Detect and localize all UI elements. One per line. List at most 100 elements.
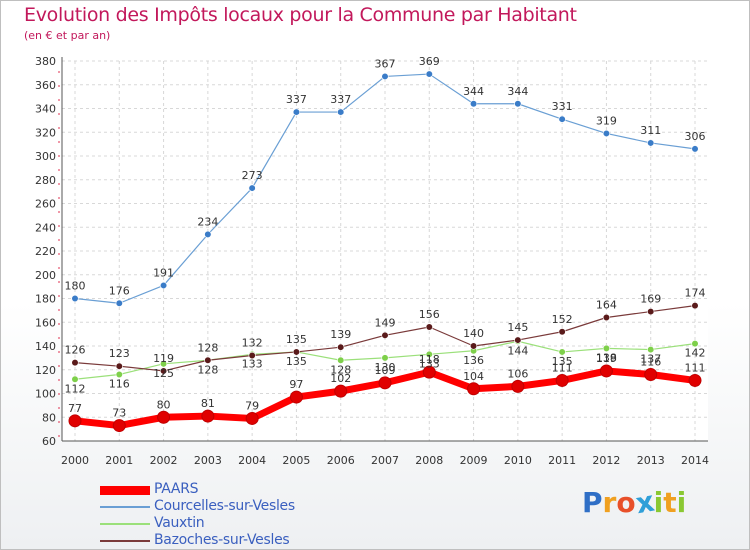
data-point: [425, 70, 433, 78]
data-label: 344: [507, 85, 528, 98]
x-tick-label: 2008: [415, 454, 443, 467]
data-label: 145: [507, 321, 528, 334]
data-label: 116: [640, 356, 661, 369]
data-point: [381, 354, 389, 362]
data-label: 164: [596, 299, 617, 312]
y-tick-label: 200: [35, 269, 56, 282]
data-point: [558, 348, 566, 356]
data-point: [602, 344, 611, 352]
data-point: [691, 340, 699, 348]
data-label: 319: [596, 114, 617, 127]
data-label: 135: [286, 355, 307, 368]
legend-swatch: [100, 485, 150, 495]
legend-swatch: [100, 540, 150, 542]
legend-swatch: [100, 523, 150, 525]
data-point: [425, 350, 433, 358]
data-point: [602, 313, 611, 322]
y-tick-label: 340: [35, 103, 56, 116]
y-tick-label: 160: [35, 316, 56, 329]
data-label: 137: [640, 353, 661, 366]
data-label: 144: [507, 344, 528, 357]
data-point: [292, 348, 301, 356]
x-tick-label: 2000: [61, 454, 89, 467]
x-tick-label: 2012: [592, 454, 620, 467]
data-label: 116: [109, 378, 130, 391]
data-label: 125: [153, 367, 174, 380]
x-tick-label: 2001: [105, 454, 133, 467]
data-point: [201, 409, 215, 423]
data-point: [425, 323, 433, 331]
data-point: [204, 230, 212, 238]
data-point: [378, 376, 392, 390]
data-label: 344: [463, 85, 484, 98]
data-point: [157, 410, 171, 424]
data-point: [115, 362, 123, 370]
data-label: 102: [330, 372, 351, 385]
data-point: [469, 100, 478, 108]
data-label: 135: [552, 355, 573, 368]
y-tick-label: 260: [35, 198, 56, 211]
data-label: 132: [242, 337, 263, 350]
legend-label: PAARS: [154, 481, 199, 497]
data-label: 118: [419, 353, 440, 366]
data-point: [691, 302, 699, 310]
y-tick-label: 180: [35, 293, 56, 306]
data-point: [71, 359, 79, 367]
data-label: 136: [463, 354, 484, 367]
legend-label: Bazoches-sur-Vesles: [154, 532, 290, 548]
data-point: [647, 307, 655, 316]
data-label: 139: [330, 328, 351, 341]
data-point: [511, 379, 525, 393]
data-label: 149: [375, 316, 396, 329]
data-point: [422, 365, 436, 379]
data-point: [558, 115, 566, 123]
chart-subtitle: (en € et par an): [24, 29, 111, 42]
data-label: 152: [552, 313, 573, 326]
x-tick-label: 2003: [194, 454, 222, 467]
x-tick-label: 2010: [504, 454, 532, 467]
data-point: [514, 336, 522, 344]
data-point: [337, 108, 345, 116]
legend-label: Courcelles-sur-Vesles: [154, 498, 295, 514]
data-label: 104: [463, 370, 484, 383]
x-tick-label: 2011: [548, 454, 576, 467]
legend-swatch: [100, 506, 150, 508]
data-label: 156: [419, 308, 440, 321]
data-point: [555, 373, 569, 387]
data-point: [71, 294, 79, 303]
data-label: 169: [640, 293, 661, 306]
x-tick-label: 2004: [238, 454, 266, 467]
y-tick-label: 120: [35, 364, 56, 377]
data-label: 337: [286, 93, 307, 106]
data-point: [337, 343, 345, 351]
data-label: 111: [685, 361, 706, 374]
data-point: [159, 281, 168, 290]
x-tick-label: 2014: [681, 454, 709, 467]
data-label: 311: [640, 124, 661, 137]
data-label: 130: [375, 361, 396, 374]
data-point: [381, 72, 389, 81]
chart-title: Evolution des Impôts locaux pour la Comm…: [24, 4, 577, 26]
data-label: 128: [197, 363, 218, 376]
data-point: [558, 328, 566, 336]
data-point: [112, 419, 126, 433]
data-label: 367: [375, 57, 396, 70]
x-tick-label: 2005: [282, 454, 310, 467]
data-label: 174: [685, 287, 706, 300]
y-tick-label: 320: [35, 126, 56, 139]
data-label: 81: [201, 397, 215, 410]
y-tick-label: 220: [35, 245, 56, 258]
data-label: 126: [65, 344, 86, 357]
data-point: [292, 108, 301, 116]
data-label: 191: [153, 266, 174, 279]
data-label: 138: [596, 351, 617, 364]
data-point: [647, 139, 655, 147]
data-point: [469, 342, 478, 350]
data-label: 306: [685, 130, 706, 143]
proxiti-logo: Proxiti: [582, 484, 687, 521]
y-tick-label: 300: [35, 150, 56, 163]
y-tick-label: 80: [42, 411, 56, 424]
data-point: [115, 299, 123, 307]
y-tick-label: 100: [35, 388, 56, 401]
